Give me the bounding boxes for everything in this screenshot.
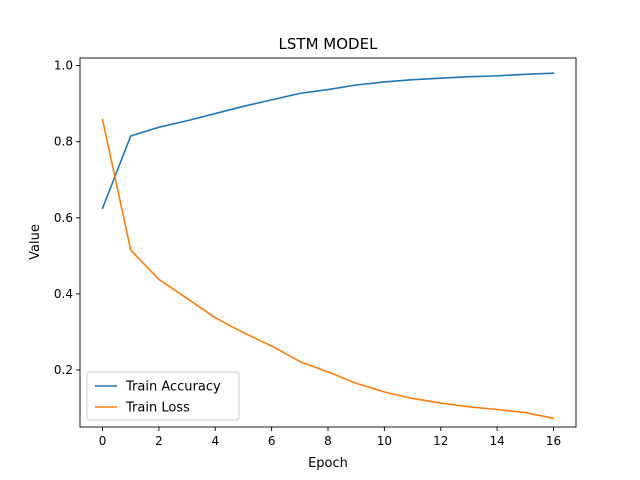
y-tick-label: 0.2 bbox=[54, 363, 73, 377]
x-tick-label: 14 bbox=[489, 434, 504, 448]
x-tick-label: 0 bbox=[99, 434, 107, 448]
x-tick-label: 16 bbox=[546, 434, 561, 448]
chart-title: LSTM MODEL bbox=[279, 35, 379, 53]
x-tick-label: 12 bbox=[433, 434, 448, 448]
x-axis-label: Epoch bbox=[308, 456, 348, 471]
legend-box bbox=[86, 371, 240, 421]
x-tick-label: 8 bbox=[324, 434, 332, 448]
y-tick-label: 0.4 bbox=[54, 287, 73, 301]
x-tick-label: 2 bbox=[155, 434, 163, 448]
plot-area: 0 2 4 6 8 10 12 14 16 0.2 0.4 0.6 0.8 1.0 Train Accura… bbox=[54, 57, 577, 448]
legend-label-0: Train Accuracy bbox=[125, 380, 221, 395]
legend-label-1: Train Loss bbox=[125, 401, 190, 416]
series-line-1 bbox=[101, 118, 555, 420]
series-line-0 bbox=[101, 72, 555, 210]
x-tick-label: 4 bbox=[211, 434, 219, 448]
y-tick-label: 0.8 bbox=[54, 135, 73, 149]
x-tick-label: 6 bbox=[268, 434, 276, 448]
y-axis-label: Value bbox=[28, 224, 43, 260]
y-tick-label: 1.0 bbox=[54, 59, 73, 73]
y-tick-label: 0.6 bbox=[54, 211, 73, 225]
x-tick-label: 10 bbox=[377, 434, 392, 448]
